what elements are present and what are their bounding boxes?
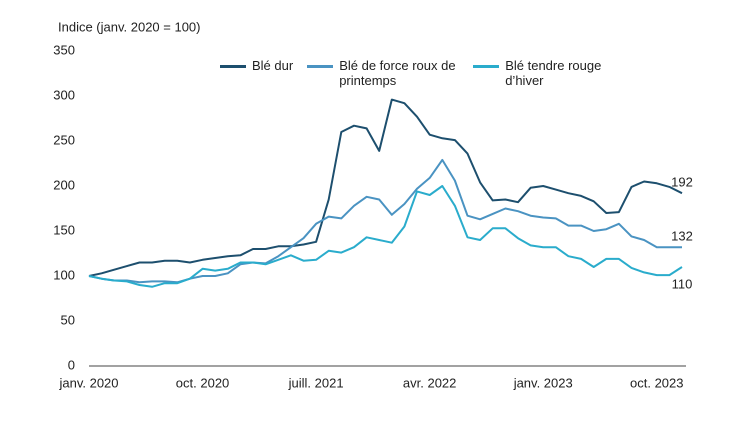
y-axis-label: Indice (janv. 2020 = 100) xyxy=(58,19,201,34)
y-tick-label: 300 xyxy=(53,87,75,102)
legend-swatch xyxy=(473,65,500,68)
legend-item: Blé dur xyxy=(220,58,293,88)
end-label: 192 xyxy=(671,175,693,190)
legend-label: Blé tendre rouge d’hiver xyxy=(505,58,602,88)
legend-swatch xyxy=(220,65,246,68)
series-line xyxy=(88,185,683,288)
x-tick-label: janv. 2023 xyxy=(513,375,573,390)
x-tick-label: juill. 2021 xyxy=(288,375,344,390)
y-tick-label: 0 xyxy=(68,357,75,372)
legend-label: Blé dur xyxy=(252,58,294,73)
legend-swatch xyxy=(307,65,334,68)
x-tick-label: avr. 2022 xyxy=(403,375,457,390)
series-line xyxy=(88,158,682,284)
y-tick-label: 250 xyxy=(53,132,75,147)
end-label: 110 xyxy=(672,276,693,291)
y-tick-label: 150 xyxy=(53,222,75,237)
x-tick-label: oct. 2020 xyxy=(176,375,230,390)
legend-label: Blé de force roux de printemps xyxy=(339,58,456,88)
y-tick-label: 50 xyxy=(61,312,75,327)
y-tick-label: 350 xyxy=(53,42,75,57)
legend: Blé dur Blé de force roux de printemps Blé… xyxy=(220,58,605,88)
legend-item: Blé de force roux de printemps xyxy=(307,58,459,88)
series-line xyxy=(88,98,683,277)
y-tick-label: 100 xyxy=(53,267,75,282)
x-tick-label: oct. 2023 xyxy=(630,375,684,390)
y-tick-label: 200 xyxy=(53,177,75,192)
end-label: 132 xyxy=(671,229,693,244)
legend-item: Blé tendre rouge d’hiver xyxy=(473,58,605,88)
x-tick-label: janv. 2020 xyxy=(58,375,118,390)
